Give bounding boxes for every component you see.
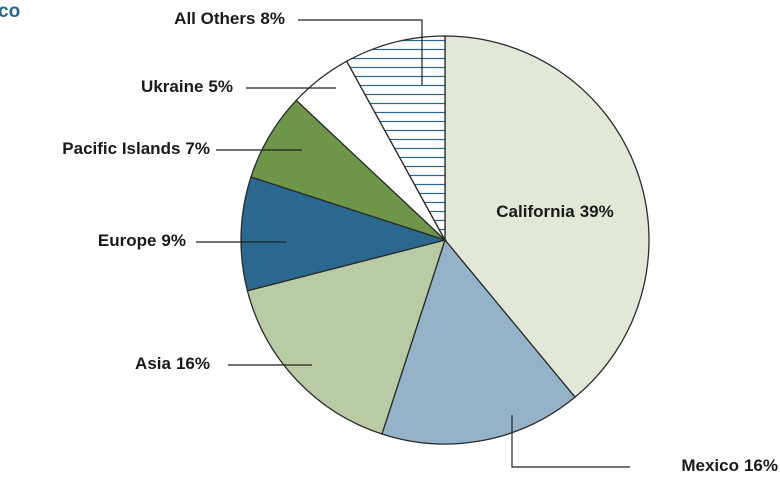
value-label: 16%	[744, 456, 778, 475]
category-name: California	[496, 202, 575, 221]
category-name: Europe	[98, 231, 157, 250]
value-label: 39%	[580, 202, 614, 221]
slice-label: Europe 9%	[98, 231, 186, 250]
leader-line	[298, 19, 423, 85]
pie-slice	[381, 238, 576, 445]
chart-title: co	[0, 1, 20, 22]
value-label: 9%	[161, 231, 186, 250]
labels: California 39% Mexico 16% Asia 16% Europe 9% Pac…	[62, 9, 778, 475]
category-name: Pacific Islands	[62, 139, 180, 158]
slice-label: Ukraine 5%	[141, 77, 233, 96]
value-label: 16%	[176, 354, 210, 373]
slice-label: Asia 16%	[135, 354, 210, 373]
pie-slice	[246, 239, 446, 435]
slice-label: Pacific Islands 7%	[62, 139, 210, 158]
pie-slice	[444, 35, 650, 399]
slice-label: Mexico 16%	[681, 456, 778, 475]
category-name: Asia	[135, 354, 171, 373]
slice-label: All Others 8%	[174, 9, 285, 28]
category-name: Ukraine	[141, 77, 203, 96]
slices	[240, 35, 650, 445]
category-name: All Others	[174, 9, 255, 28]
value-label: 7%	[185, 139, 210, 158]
value-label: 5%	[208, 77, 233, 96]
pie-slice	[345, 35, 446, 241]
slice-label: California 39%	[496, 202, 613, 221]
leader-line	[511, 415, 630, 468]
category-name: Mexico	[681, 456, 739, 475]
pie-slice	[240, 176, 448, 292]
value-label: 8%	[260, 9, 285, 28]
